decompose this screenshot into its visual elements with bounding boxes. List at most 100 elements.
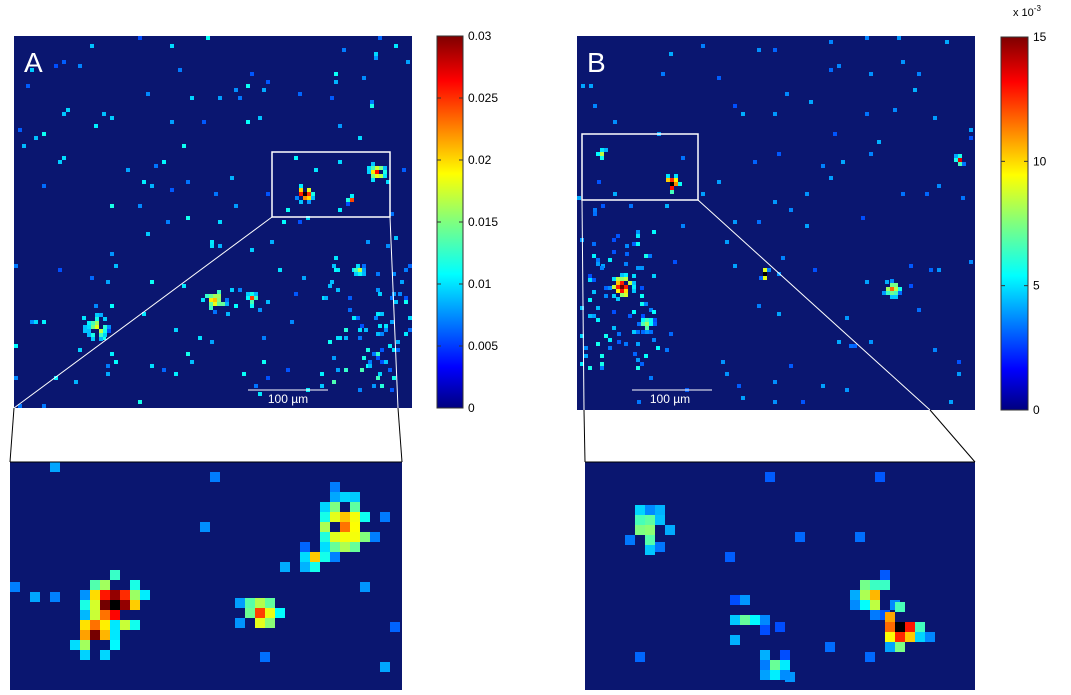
heatmap-pixel <box>624 262 628 266</box>
heatmap-pixel <box>80 600 90 610</box>
heatmap-pixel <box>644 254 648 258</box>
heatmap-pixel <box>805 224 809 228</box>
heatmap-pixel <box>849 344 853 348</box>
heatmap-pixel <box>150 364 154 368</box>
heatmap-pixel <box>170 120 174 124</box>
heatmap-pixel <box>360 368 364 372</box>
heatmap-pixel <box>50 462 60 472</box>
heatmap-pixel <box>278 268 282 272</box>
heatmap-pixel <box>254 292 258 296</box>
heatmap-pixel <box>825 642 835 652</box>
heatmap-pixel <box>649 330 653 334</box>
heatmap-pixel <box>332 264 336 268</box>
heatmap-pixel <box>898 291 902 295</box>
heatmap-pixel <box>645 326 649 330</box>
heatmap-pixel <box>376 332 380 336</box>
heatmap-pixel <box>130 620 140 630</box>
heatmap-pixel <box>95 317 99 321</box>
heatmap-pixel <box>90 580 100 590</box>
heatmap-pixel <box>100 630 110 640</box>
heatmap-pixel <box>893 108 897 112</box>
heatmap-pixel <box>645 525 655 535</box>
heatmap-pixel <box>362 356 366 360</box>
heatmap-pixel <box>371 166 375 170</box>
heatmap-pixel <box>730 635 740 645</box>
heatmap-pixel <box>106 280 110 284</box>
heatmap-pixel <box>311 196 315 200</box>
heatmap-a <box>14 36 412 408</box>
heatmap-pixel <box>725 552 735 562</box>
heatmap-pixel <box>860 590 870 600</box>
heatmap-pixel <box>821 384 825 388</box>
heatmap-pixel <box>600 354 604 358</box>
heatmap-pixel <box>655 505 665 515</box>
heatmap-pixel <box>760 650 770 660</box>
heatmap-pixel <box>210 472 220 482</box>
heatmap-pixel <box>645 515 655 525</box>
heatmap-pixel <box>913 88 917 92</box>
heatmap-pixel <box>120 600 130 610</box>
heatmap-pixel <box>681 156 685 160</box>
heatmap-pixel <box>750 615 760 625</box>
heatmap-pixel <box>378 292 382 296</box>
heatmap-pixel <box>612 285 616 289</box>
heatmap-pixel <box>681 224 685 228</box>
heatmap-pixel <box>375 170 379 174</box>
heatmap-pixel <box>394 44 398 48</box>
colorbar-tick-label: 10 <box>1033 154 1047 168</box>
heatmap-pixel <box>674 182 678 186</box>
heatmap-pixel <box>307 200 311 204</box>
heatmap-pixel <box>845 316 849 320</box>
heatmap-pixel <box>885 612 895 622</box>
heatmap-pixel <box>217 290 221 294</box>
heatmap-pixel <box>905 632 915 642</box>
heatmap-pixel <box>146 232 150 236</box>
heatmap-pixel <box>635 515 645 525</box>
heatmap-pixel <box>850 600 860 610</box>
heatmap-pixel <box>404 296 408 300</box>
heatmap-pixel <box>865 112 869 116</box>
heatmap-pixel <box>773 400 777 404</box>
heatmap-pixel <box>625 535 635 545</box>
heatmap-pixel <box>320 502 330 512</box>
heatmap-pixel <box>632 281 636 285</box>
colorbar-tick-label: 15 <box>1033 30 1047 44</box>
heatmap-pixel <box>330 280 334 284</box>
heatmap-pixel <box>246 292 250 296</box>
heatmap-pixel <box>929 268 933 272</box>
heatmap-pixel <box>186 352 190 356</box>
heatmap-pixel <box>210 240 214 244</box>
heatmap-pixel <box>886 291 890 295</box>
heatmap-pixel <box>320 512 330 522</box>
heatmap-pixel <box>760 670 770 680</box>
heatmap-pixel <box>588 314 592 318</box>
heatmap-pixel <box>280 562 290 572</box>
heatmap-pixel <box>225 302 229 306</box>
heatmap-pixel <box>780 670 790 680</box>
heatmap-pixel <box>362 76 366 80</box>
heatmap-pixel <box>880 570 890 580</box>
heatmap-pixel <box>275 608 285 618</box>
heatmap-pixel <box>320 532 330 542</box>
heatmap-pixel <box>383 170 387 174</box>
heatmap-pixel <box>870 600 880 610</box>
heatmap-pixel <box>592 242 596 246</box>
heatmap-pixel <box>214 192 218 196</box>
heatmap-pixel <box>110 600 120 610</box>
heatmap-pixel <box>612 326 616 330</box>
heatmap-pixel <box>358 136 362 140</box>
heatmap-pixel <box>358 336 362 340</box>
heatmap-pixel <box>380 348 384 352</box>
heatmap-pixel <box>265 598 275 608</box>
heatmap-pixel <box>894 291 898 295</box>
heatmap-pixel <box>620 285 624 289</box>
heatmap-pixel <box>286 208 290 212</box>
heatmap-pixel <box>770 660 780 670</box>
heatmap-pixel <box>58 160 62 164</box>
heatmap-pixel <box>760 615 770 625</box>
heatmap-pixel <box>612 277 616 281</box>
heatmap-pixel <box>588 298 592 302</box>
heatmap-pixel <box>388 344 392 348</box>
heatmap-pixel <box>290 320 294 324</box>
heatmap-pixel <box>338 160 342 164</box>
